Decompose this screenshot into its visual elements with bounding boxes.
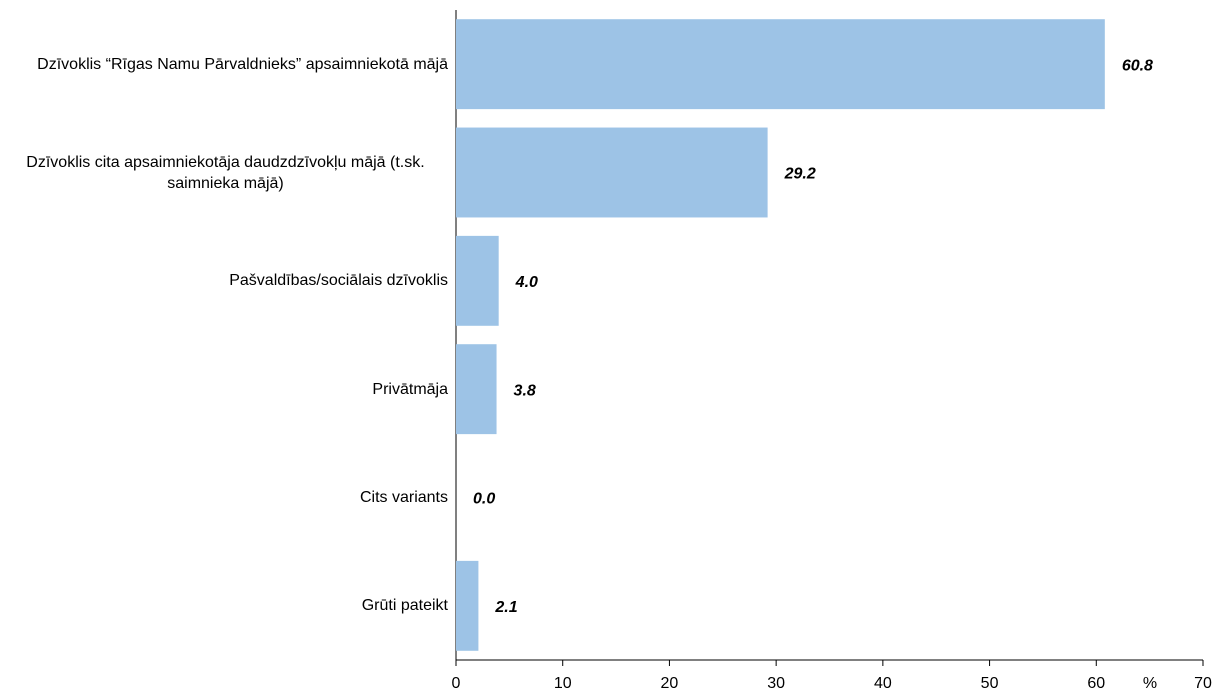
category-label-box: Dzīvoklis cita apsaimniekotāja daudzdzīv… xyxy=(0,123,448,223)
bar xyxy=(456,560,479,651)
y-tick-label: Pašvaldības/sociālais dzīvoklis xyxy=(229,272,448,290)
x-tick-label: 30 xyxy=(767,675,785,692)
bar xyxy=(456,235,499,326)
x-tick-label: 20 xyxy=(661,675,679,692)
bar xyxy=(456,344,497,435)
category-label-box: Cits variants xyxy=(0,448,448,548)
y-tick-label: Cits variants xyxy=(359,489,448,506)
y-tick-label: Dzīvoklis “Rīgas Namu Pārvaldnieks” apsa… xyxy=(37,55,448,73)
x-tick-label: 40 xyxy=(874,675,892,692)
y-tick-label: Dzīvoklis cita apsaimniekotāja daudzdzīv… xyxy=(26,153,425,192)
x-tick-label: 0 xyxy=(452,675,461,692)
y-tick-label: Grūti pateikt xyxy=(361,597,448,615)
category-label-box: Dzīvoklis “Rīgas Namu Pārvaldnieks” apsa… xyxy=(0,14,448,114)
category-label-box: Privātmāja xyxy=(0,339,448,439)
x-tick-label: 70 xyxy=(1194,675,1212,692)
x-tick-label: 50 xyxy=(981,675,999,692)
category-label-box: Grūti pateikt xyxy=(0,556,448,656)
data-label: 4.0 xyxy=(515,274,538,291)
y-tick-label: Privātmāja xyxy=(372,380,448,398)
bar xyxy=(456,127,768,218)
data-label: 29.2 xyxy=(784,166,816,183)
data-label: 3.8 xyxy=(514,382,536,399)
category-label-box: Pašvaldības/sociālais dzīvoklis xyxy=(0,231,448,331)
data-label: 0.0 xyxy=(473,491,495,508)
data-label: 60.8 xyxy=(1122,57,1153,74)
x-tick-label: 10 xyxy=(554,675,572,692)
x-axis-label: % xyxy=(1143,675,1157,692)
x-tick-label: 60 xyxy=(1087,675,1105,692)
bar xyxy=(456,19,1105,110)
data-label: 2.1 xyxy=(494,599,517,616)
